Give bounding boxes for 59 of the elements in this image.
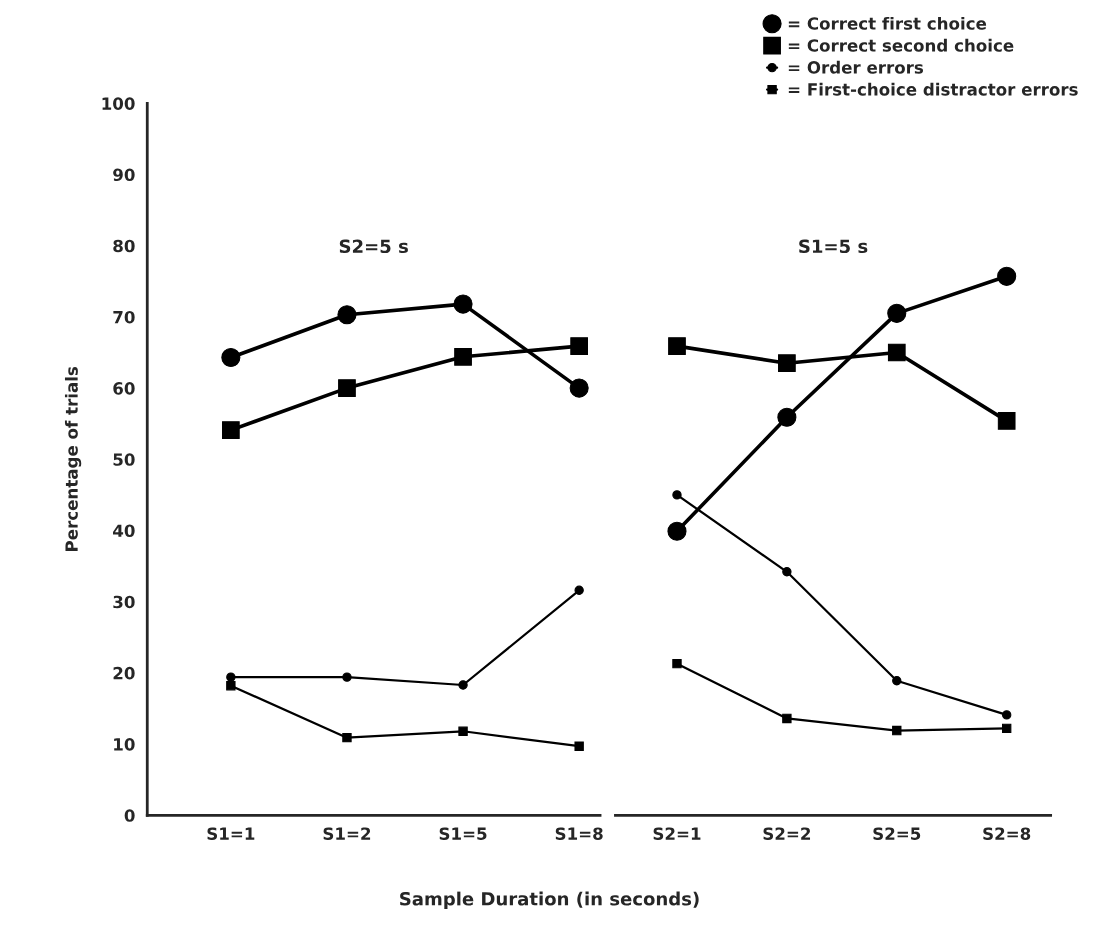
x-tick-label: S2=2	[763, 827, 811, 840]
point	[458, 680, 468, 690]
point	[454, 347, 472, 366]
point	[1002, 723, 1012, 734]
x-tick-label: S1=1	[207, 827, 255, 840]
y-tick-label: 20	[113, 666, 135, 680]
y-tick-label: 70	[113, 310, 135, 324]
y-tick-label: 30	[113, 595, 135, 609]
point	[1002, 710, 1012, 720]
point	[667, 521, 687, 541]
y-tick-label: 50	[113, 453, 135, 466]
x-tick-label: S1=8	[555, 827, 603, 840]
point	[342, 672, 352, 682]
y-tick-label: 80	[113, 239, 135, 253]
text: S1=5 s	[799, 239, 868, 254]
point	[672, 658, 682, 669]
point	[569, 378, 589, 398]
point	[997, 266, 1017, 286]
point	[668, 337, 686, 355]
x-tick-label: S2=8	[983, 827, 1031, 840]
x-tick-label: S2=5	[873, 827, 921, 840]
point	[226, 672, 236, 682]
point	[997, 412, 1016, 430]
point	[574, 585, 584, 595]
point	[453, 294, 473, 314]
point	[777, 407, 797, 427]
point	[570, 337, 589, 355]
point	[226, 681, 236, 691]
legend-label: = Order errors	[788, 60, 924, 74]
point	[778, 354, 796, 373]
point	[222, 421, 240, 439]
point	[337, 305, 357, 325]
point	[782, 713, 792, 724]
y-axis-title: Percentage of trials	[64, 366, 82, 551]
x-axis-title: Sample Duration (in seconds)	[400, 891, 699, 910]
y-tick-label: 100	[102, 97, 135, 110]
point	[892, 725, 902, 736]
y-tick-label: 40	[113, 524, 135, 538]
point	[342, 732, 352, 743]
text: S2=5 s	[339, 239, 408, 254]
point	[672, 490, 682, 500]
point	[458, 726, 468, 736]
legend-label: = First-choice distractor errors	[788, 82, 1078, 96]
x-tick-label: S1=5	[439, 827, 487, 840]
point	[887, 343, 906, 362]
y-tick-label: 10	[114, 738, 135, 751]
y-tick-label: 90	[113, 168, 135, 182]
y-tick-label: 60	[113, 382, 135, 395]
legend-label: = Correct second choice	[788, 38, 1014, 52]
x-tick-label: S1=2	[323, 827, 371, 840]
point	[887, 303, 907, 323]
x-tick-label: S2=1	[653, 827, 701, 840]
legend-label: = Correct first choice	[788, 16, 987, 30]
point	[892, 676, 902, 686]
point	[782, 567, 792, 577]
y-tick-label: 0	[124, 809, 135, 822]
point	[221, 347, 241, 368]
point	[338, 379, 356, 397]
point	[574, 741, 584, 751]
